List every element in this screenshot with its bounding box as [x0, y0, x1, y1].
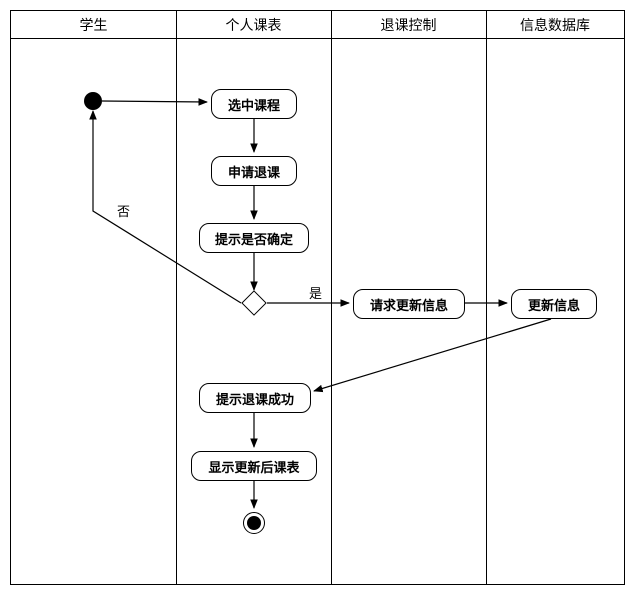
edge-e1: [102, 101, 207, 102]
activity-success: 提示退课成功: [199, 383, 311, 413]
activity-confirm: 提示是否确定: [199, 223, 309, 253]
lane-header-schedule: 个人课表: [176, 11, 331, 39]
activity-apply: 申请退课: [211, 156, 297, 186]
end-node: [243, 512, 265, 534]
activity-show: 显示更新后课表: [191, 451, 317, 481]
activity-update: 更新信息: [511, 289, 597, 319]
edge-label-e5: 是: [307, 283, 324, 302]
lane-divider: [176, 11, 177, 584]
lane-divider: [486, 11, 487, 584]
lane-header-control: 退课控制: [331, 11, 486, 39]
edge-e7: [314, 319, 551, 391]
lane-header-student: 学生: [11, 11, 176, 39]
lane-header-database: 信息数据库: [486, 11, 624, 39]
activity-select: 选中课程: [211, 89, 297, 119]
lane-divider: [331, 11, 332, 584]
edge-label-e10: 否: [115, 201, 132, 220]
start-node: [84, 92, 102, 110]
activity-request: 请求更新信息: [353, 289, 465, 319]
decision-node: [241, 290, 266, 315]
activity-diagram: 学生个人课表退课控制信息数据库选中课程申请退课提示是否确定请求更新信息 更新信息提…: [10, 10, 625, 585]
